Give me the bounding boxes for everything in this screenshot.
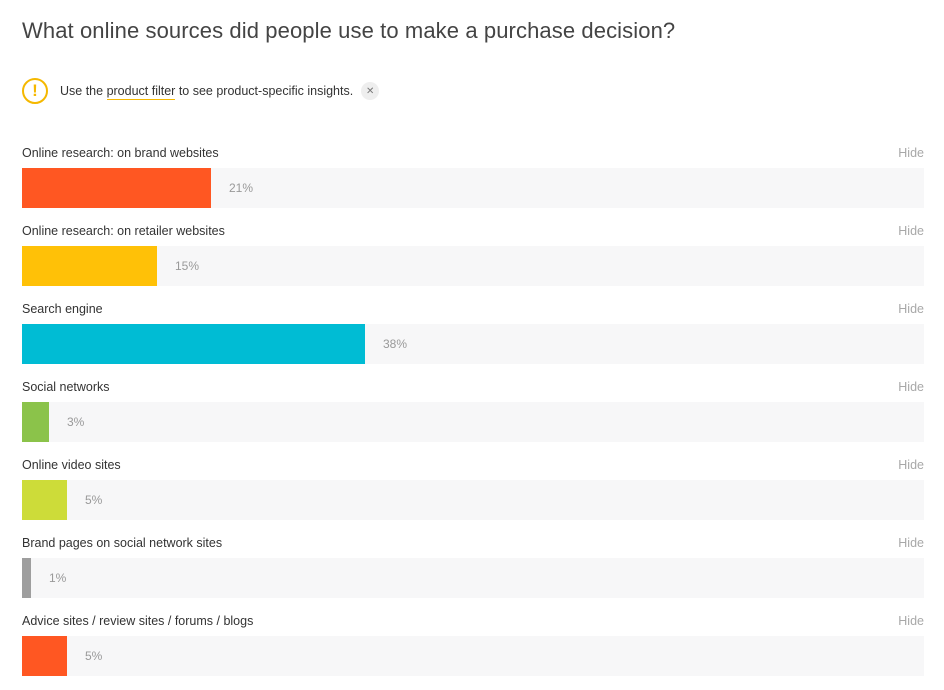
category-label: Online research: on retailer websites xyxy=(22,224,225,238)
bar xyxy=(22,636,67,676)
notice-text: Use the product filter to see product-sp… xyxy=(60,84,354,100)
bar-chart: Online research: on brand websites Hide 21… xyxy=(22,144,924,690)
bar xyxy=(22,324,365,364)
warning-icon: ! xyxy=(22,78,48,104)
bar-track: 38% xyxy=(22,324,924,364)
category-label: Online research: on brand websites xyxy=(22,146,219,160)
hide-button[interactable]: Hide xyxy=(898,224,924,238)
value-label: 3% xyxy=(67,415,85,429)
chart-row: Online research: on brand websites Hide 21… xyxy=(22,144,924,222)
close-notice-button[interactable]: ✕ xyxy=(361,82,380,100)
value-label: 15% xyxy=(175,259,200,273)
chart-row: Search engine Hide 38% xyxy=(22,300,924,378)
bar xyxy=(22,168,211,208)
hide-button[interactable]: Hide xyxy=(898,614,924,628)
notice-prefix: Use the xyxy=(60,84,107,98)
category-label: Brand pages on social network sites xyxy=(22,536,223,550)
value-label: 21% xyxy=(229,181,254,195)
value-label: 5% xyxy=(85,649,103,663)
hide-button[interactable]: Hide xyxy=(898,146,924,160)
category-label: Search engine xyxy=(22,302,103,316)
hide-button[interactable]: Hide xyxy=(898,302,924,316)
hide-button[interactable]: Hide xyxy=(898,380,924,394)
bar-track: 1% xyxy=(22,558,924,598)
hide-button[interactable]: Hide xyxy=(898,458,924,472)
bar xyxy=(22,402,49,442)
bar-track: 5% xyxy=(22,480,924,520)
bar-track: 15% xyxy=(22,246,924,286)
category-label: Social networks xyxy=(22,380,110,394)
page-title: What online sources did people use to ma… xyxy=(22,18,676,43)
close-icon: ✕ xyxy=(366,85,375,97)
category-label: Advice sites / review sites / forums / b… xyxy=(22,614,254,628)
value-label: 1% xyxy=(49,571,67,585)
value-label: 5% xyxy=(85,493,103,507)
chart-row: Online video sites Hide 5% xyxy=(22,456,924,534)
notice-suffix: to see product-specific insights. xyxy=(175,84,354,98)
product-filter-link[interactable]: product filter xyxy=(106,84,176,100)
bar-track: 3% xyxy=(22,402,924,442)
chart-row: Advice sites / review sites / forums / b… xyxy=(22,612,924,690)
product-filter-notice: ! Use the product filter to see product-… xyxy=(22,76,380,106)
value-label: 38% xyxy=(383,337,408,351)
bar xyxy=(22,246,157,286)
category-label: Online video sites xyxy=(22,458,121,472)
chart-row: Social networks Hide 3% xyxy=(22,378,924,456)
bar-track: 21% xyxy=(22,168,924,208)
bar xyxy=(22,480,67,520)
bar xyxy=(22,558,31,598)
chart-row: Online research: on retailer websites Hid… xyxy=(22,222,924,300)
hide-button[interactable]: Hide xyxy=(898,536,924,550)
bar-track: 5% xyxy=(22,636,924,676)
chart-row: Brand pages on social network sites Hide 1… xyxy=(22,534,924,612)
